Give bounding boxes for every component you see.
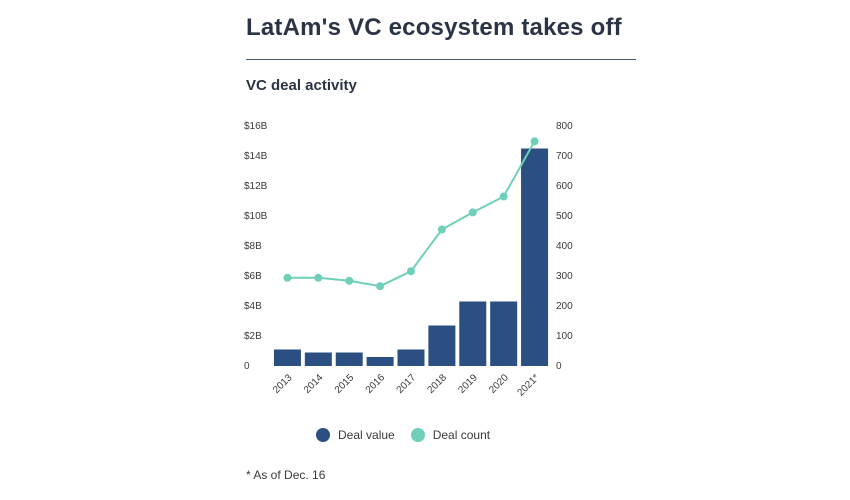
x-axis-ticks: 2013 2014 2015 2016 2017 2018 2019 2020 2021* <box>271 372 542 399</box>
left-tick-label: $16B <box>244 121 268 132</box>
right-tick-label: 500 <box>556 211 573 222</box>
x-tick-label: 2019 <box>456 372 480 396</box>
left-tick-label: $8B <box>244 241 262 252</box>
bar-2018 <box>428 325 456 366</box>
legend-label-deal-count: Deal count <box>432 428 491 442</box>
left-tick-label: $14B <box>244 151 268 162</box>
left-axis-ticks: 0 $2B $4B $6B $8B $10B $12B $14B $16B <box>244 121 268 372</box>
right-tick-label: 400 <box>556 241 573 252</box>
bar-2021 <box>521 148 549 366</box>
point-2015 <box>345 276 354 285</box>
right-axis-ticks: 0 100 200 300 400 500 600 700 800 <box>556 121 573 372</box>
point-2018 <box>437 225 446 234</box>
x-tick-label: 2014 <box>302 372 326 396</box>
x-tick-label: 2020 <box>487 372 511 396</box>
bar-2016 <box>366 357 394 366</box>
point-2020 <box>499 192 508 201</box>
bar-2013 <box>273 349 301 366</box>
deal-count-line <box>283 137 539 291</box>
left-tick-label: $4B <box>244 301 262 312</box>
right-tick-label: 0 <box>556 361 562 372</box>
bar-2015 <box>335 352 363 366</box>
title-divider <box>246 59 636 60</box>
right-tick-label: 300 <box>556 271 573 282</box>
point-2016 <box>376 282 385 291</box>
legend: Deal value Deal count <box>316 428 506 442</box>
deal-value-swatch <box>316 428 330 442</box>
chart-title: LatAm's VC ecosystem takes off <box>246 14 622 41</box>
right-tick-label: 200 <box>556 301 573 312</box>
vc-deal-chart: 0 $2B $4B $6B $8B $10B $12B $14B $16B 0 100 200 300… <box>244 121 573 399</box>
bar-2020 <box>490 301 518 366</box>
x-tick-label: 2013 <box>271 372 295 396</box>
x-tick-label: 2016 <box>364 372 388 396</box>
bar-2019 <box>459 301 487 366</box>
legend-item-deal-value: Deal value <box>316 428 395 442</box>
point-2013 <box>283 273 292 282</box>
x-tick-label: 2021* <box>515 372 541 398</box>
x-tick-label: 2015 <box>333 372 357 396</box>
left-tick-label: $12B <box>244 181 268 192</box>
bar-2014 <box>304 352 332 366</box>
chart-subtitle: VC deal activity <box>246 77 357 94</box>
x-tick-label: 2017 <box>395 372 419 396</box>
left-tick-label: 0 <box>244 361 250 372</box>
deal-count-polyline <box>287 140 536 288</box>
right-tick-label: 100 <box>556 331 573 342</box>
left-tick-label: $2B <box>244 331 262 342</box>
left-tick-label: $6B <box>244 271 262 282</box>
point-2021 <box>530 137 539 146</box>
point-2017 <box>407 267 415 276</box>
right-tick-label: 700 <box>556 151 573 162</box>
left-tick-label: $10B <box>244 211 268 222</box>
x-tick-label: 2018 <box>425 372 449 396</box>
bar-2017 <box>397 349 425 366</box>
deal-count-swatch <box>410 428 425 442</box>
right-tick-label: 600 <box>556 181 573 192</box>
point-2014 <box>314 273 323 282</box>
right-tick-label: 800 <box>556 121 573 132</box>
deal-value-bars <box>273 148 549 366</box>
legend-label-deal-value: Deal value <box>338 428 395 442</box>
footnote: * As of Dec. 16 <box>246 468 326 482</box>
point-2019 <box>468 208 477 217</box>
legend-item-deal-count: Deal count <box>410 428 491 442</box>
